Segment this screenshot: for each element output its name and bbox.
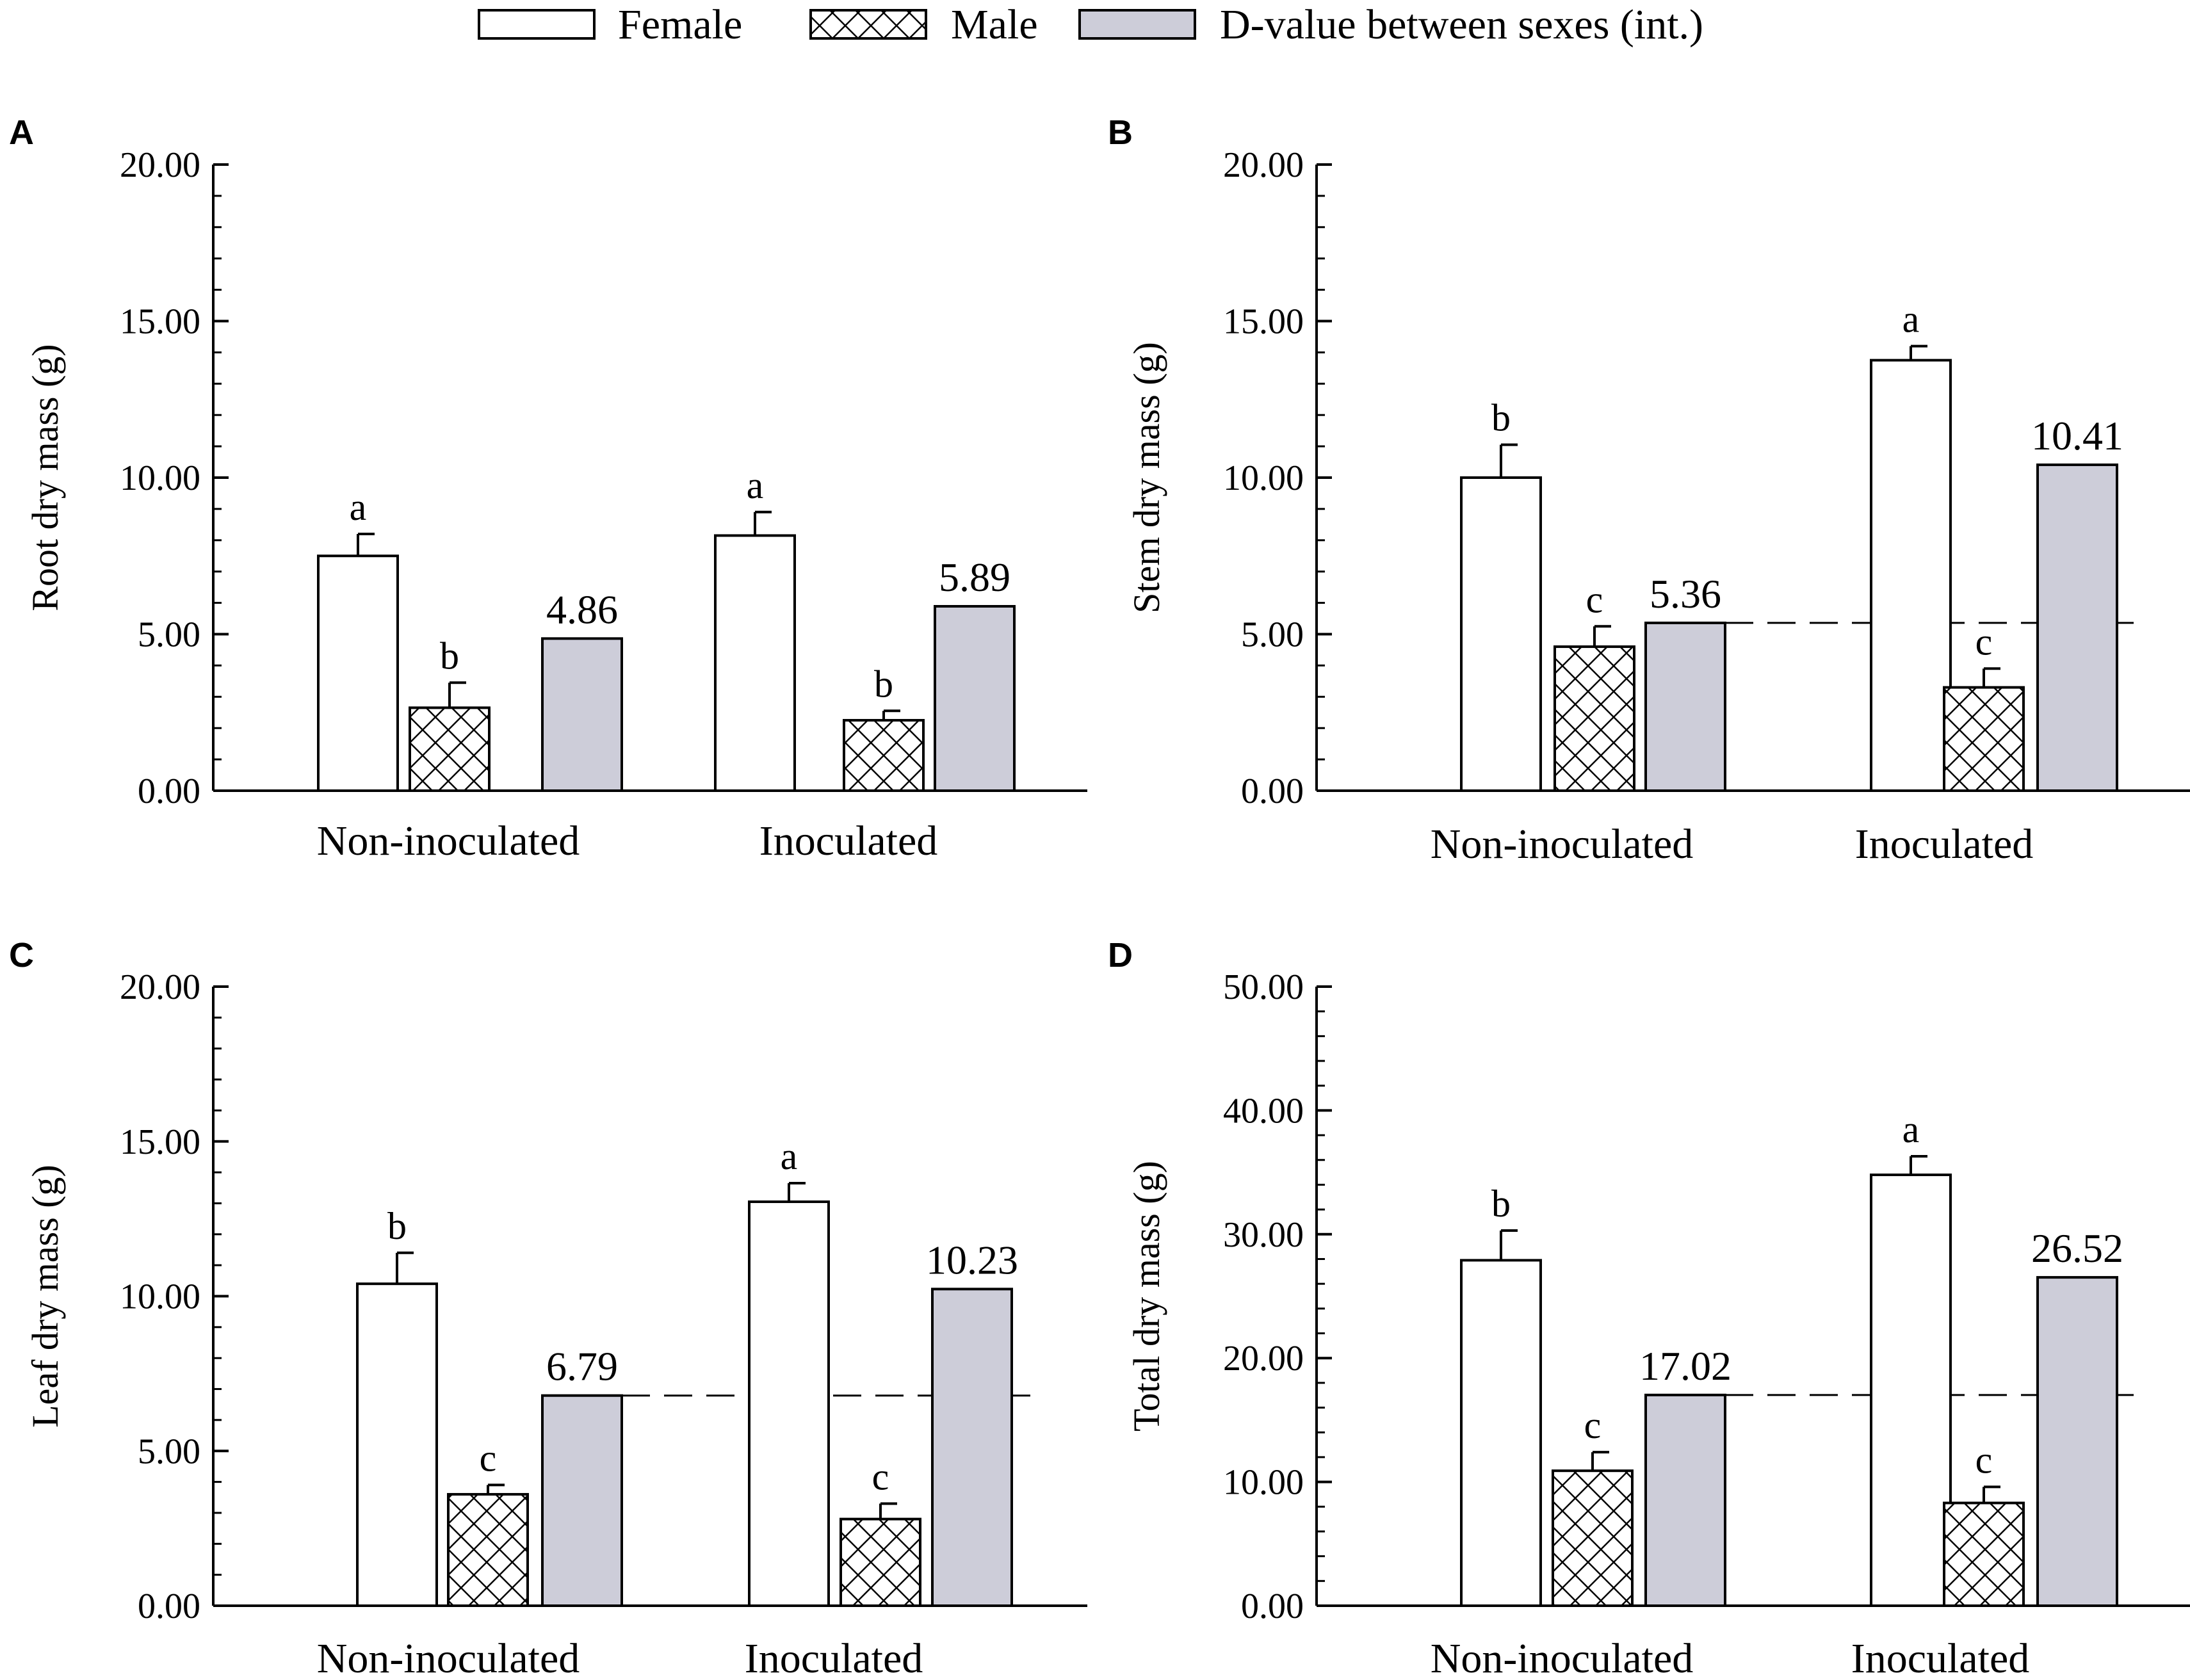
y-tick-label-b: 15.00 xyxy=(1223,302,1304,342)
legend-dvalue-swatch xyxy=(1078,9,1196,40)
significance-letter-d: c xyxy=(1975,1439,1993,1481)
significance-letter-b: b xyxy=(1491,397,1511,439)
panel-letter-c: C xyxy=(9,936,34,974)
female-bar-c-1 xyxy=(748,1200,830,1607)
y-tick-label-d: 40.00 xyxy=(1223,1091,1304,1131)
dvalue-bar-c-1 xyxy=(931,1288,1013,1608)
female-bar-b-0 xyxy=(1460,476,1542,792)
significance-letter-c: a xyxy=(781,1135,798,1177)
y-axis-title-a: Root dry mass (g) xyxy=(24,344,66,611)
dvalue-label-a: 5.89 xyxy=(939,554,1010,600)
panel-a: A Root dry mass (g) 0.00 5.00 10.00 15.00 20.0… xyxy=(9,113,1087,864)
significance-letter-b: c xyxy=(1586,578,1603,620)
y-tick-label-c: 20.00 xyxy=(120,967,200,1007)
dvalue-label-a: 4.86 xyxy=(546,586,618,632)
y-axis-title-b: Stem dry mass (g) xyxy=(1126,342,1167,613)
y-tick-label-b: 0.00 xyxy=(1241,771,1304,811)
significance-letter-a: b xyxy=(440,634,459,677)
y-tick-label-b: 5.00 xyxy=(1241,615,1304,655)
y-tick-label-d: 50.00 xyxy=(1223,967,1304,1007)
category-label-d: Inoculated xyxy=(1851,1635,2030,1680)
category-label-d: Non-inoculated xyxy=(1431,1635,1694,1680)
significance-letter-c: c xyxy=(872,1455,889,1498)
panel-letter-b: B xyxy=(1108,113,1133,152)
legend-female-label: Female xyxy=(618,1,742,48)
y-tick-label-d: 20.00 xyxy=(1223,1339,1304,1378)
y-tick-label-c: 5.00 xyxy=(138,1432,200,1471)
male-bar-c-0 xyxy=(447,1492,529,1607)
category-label-c: Inoculated xyxy=(745,1635,923,1680)
y-tick-label-b: 20.00 xyxy=(1223,145,1304,185)
category-label-b: Inoculated xyxy=(1855,821,2034,868)
male-bar-b-0 xyxy=(1553,645,1635,792)
category-label-a: Non-inoculated xyxy=(317,818,580,864)
dvalue-bar-d-1 xyxy=(2036,1276,2118,1607)
significance-letter-c: c xyxy=(480,1437,497,1479)
dvalue-label-d: 26.52 xyxy=(2031,1225,2123,1271)
y-tick-label-a: 5.00 xyxy=(138,615,200,655)
female-bar-d-1 xyxy=(1870,1173,1952,1607)
y-tick-label-a: 0.00 xyxy=(138,771,200,811)
legend: Female Male D-value between sexes (int.) xyxy=(478,1,1703,48)
y-axis-title-d: Total dry mass (g) xyxy=(1126,1161,1167,1432)
panel-d: D Total dry mass (g) 0.00 10.00 20.00 30.00 40… xyxy=(1108,936,2190,1680)
female-bar-d-0 xyxy=(1460,1259,1542,1607)
significance-letter-c: b xyxy=(387,1205,407,1247)
category-label-b: Non-inoculated xyxy=(1431,821,1694,868)
y-tick-label-d: 10.00 xyxy=(1223,1463,1304,1503)
y-axis-title-c: Leaf dry mass (g) xyxy=(24,1165,66,1428)
dvalue-bar-b-0 xyxy=(1644,621,1726,792)
male-bar-c-1 xyxy=(840,1517,921,1608)
y-tick-label-a: 20.00 xyxy=(120,145,200,185)
legend-male-swatch xyxy=(809,9,927,40)
significance-letter-d: b xyxy=(1491,1183,1511,1225)
male-bar-a-0 xyxy=(409,706,491,793)
female-bar-b-1 xyxy=(1870,359,1952,792)
y-tick-label-a: 15.00 xyxy=(120,302,200,342)
panel-letter-d: D xyxy=(1108,936,1133,974)
dvalue-bar-c-0 xyxy=(541,1394,623,1608)
y-tick-label-d: 0.00 xyxy=(1241,1587,1304,1626)
legend-dvalue-label: D-value between sexes (int.) xyxy=(1220,1,1703,48)
y-tick-label-b: 10.00 xyxy=(1223,458,1304,498)
dvalue-bar-a-0 xyxy=(541,637,623,793)
dvalue-label-b: 10.41 xyxy=(2031,413,2123,458)
significance-letter-d: a xyxy=(1902,1108,1920,1151)
dvalue-bar-a-1 xyxy=(934,604,1016,792)
significance-letter-b: a xyxy=(1902,298,1920,341)
dvalue-bar-b-1 xyxy=(2036,463,2118,792)
male-bar-a-1 xyxy=(843,718,925,792)
panel-b: B Stem dry mass (g) 0.00 5.00 10.00 15.00 20.0… xyxy=(1108,113,2190,868)
y-tick-label-a: 10.00 xyxy=(120,458,200,498)
female-bar-a-0 xyxy=(317,554,399,792)
y-tick-label-c: 10.00 xyxy=(120,1277,200,1317)
significance-letter-d: c xyxy=(1584,1404,1602,1446)
significance-letter-a: b xyxy=(874,663,893,705)
panel-c: C Leaf dry mass (g) 0.00 5.00 10.00 15.00 20.0… xyxy=(9,936,1087,1680)
male-bar-d-1 xyxy=(1943,1501,2025,1608)
female-bar-a-1 xyxy=(714,534,796,793)
significance-letter-b: c xyxy=(1975,620,1993,663)
dvalue-bar-d-0 xyxy=(1644,1393,1726,1608)
y-tick-label-d: 30.00 xyxy=(1223,1215,1304,1255)
category-label-c: Non-inoculated xyxy=(317,1635,580,1680)
category-label-a: Inoculated xyxy=(759,818,938,864)
dvalue-label-c: 10.23 xyxy=(926,1237,1018,1282)
panel-letter-a: A xyxy=(9,113,34,152)
dvalue-label-b: 5.36 xyxy=(1650,571,1721,617)
y-tick-label-c: 15.00 xyxy=(120,1122,200,1162)
legend-male-label: Male xyxy=(951,1,1038,48)
significance-letter-a: a xyxy=(747,464,764,506)
significance-letter-a: a xyxy=(350,486,367,528)
legend-female-swatch xyxy=(478,9,596,40)
y-tick-label-c: 0.00 xyxy=(138,1587,200,1626)
male-bar-b-1 xyxy=(1943,686,2025,792)
male-bar-d-0 xyxy=(1552,1469,1634,1608)
female-bar-c-0 xyxy=(356,1282,438,1608)
dvalue-label-c: 6.79 xyxy=(546,1344,618,1389)
dvalue-label-d: 17.02 xyxy=(1639,1343,1732,1389)
